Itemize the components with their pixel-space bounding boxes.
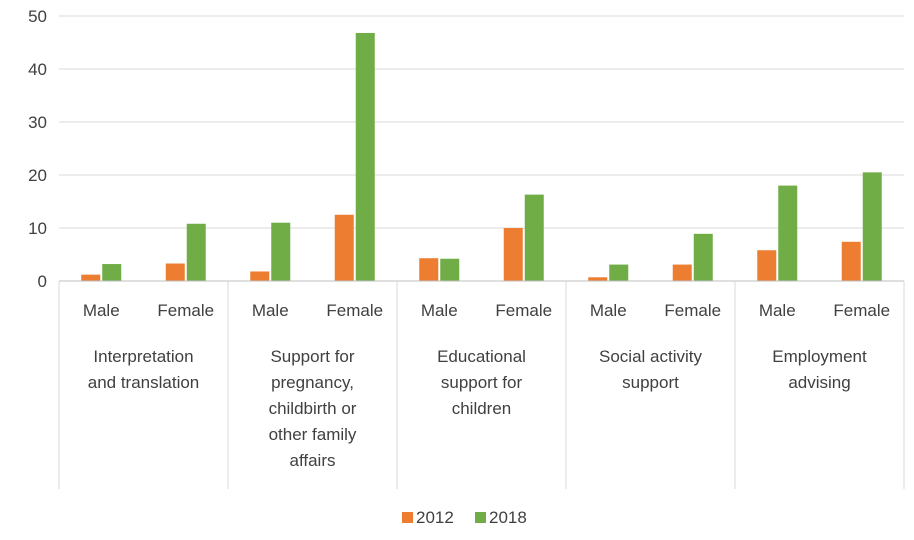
x-group-label: affairs — [290, 451, 336, 470]
bar-2012 — [334, 214, 354, 281]
bar-2012 — [503, 228, 523, 281]
x-group-label: other family — [269, 425, 357, 444]
bar-2018 — [271, 222, 291, 281]
y-axis: 0 10 20 30 40 50 — [28, 7, 47, 291]
bar-2012 — [672, 264, 692, 281]
bar-2018 — [102, 264, 122, 281]
gridlines — [59, 15, 904, 229]
x-group-label: childbirth or — [269, 399, 357, 418]
y-tick-label: 20 — [28, 166, 47, 185]
x-group-label: and translation — [88, 373, 200, 392]
legend-swatch-2012 — [402, 512, 413, 523]
legend-label: 2018 — [489, 508, 527, 527]
x-subcategory-label: Female — [495, 301, 552, 320]
bar-2012 — [419, 258, 439, 281]
bar-2012 — [841, 241, 861, 281]
y-tick-label: 40 — [28, 60, 47, 79]
x-subcategory-label: Male — [421, 301, 458, 320]
x-group-label: children — [452, 399, 512, 418]
bar-2012 — [250, 271, 270, 281]
bar-2012 — [757, 250, 777, 281]
y-tick-label: 30 — [28, 113, 47, 132]
x-subcategory-label: Male — [590, 301, 627, 320]
y-tick-label: 10 — [28, 219, 47, 238]
x-subcategory-label: Female — [664, 301, 721, 320]
bar-2018 — [440, 258, 460, 281]
x-group-label: Educational — [437, 347, 526, 366]
x-subcategory-label: Female — [326, 301, 383, 320]
x-subcategory-label: Male — [252, 301, 289, 320]
x-group-label: Employment — [772, 347, 867, 366]
bar-2018 — [693, 233, 713, 281]
bar-2018 — [355, 32, 375, 282]
x-axis: Male Female Male Female Male Female Male Female… — [58, 280, 905, 489]
x-subcategory-label: Female — [833, 301, 890, 320]
x-group-label: advising — [788, 373, 850, 392]
bar-2018 — [524, 194, 544, 281]
bar-2018 — [778, 185, 798, 281]
bar-2018 — [609, 264, 629, 281]
x-group-label: Social activity — [599, 347, 702, 366]
x-subcategory-label: Male — [83, 301, 120, 320]
x-group-label: support — [622, 373, 679, 392]
x-group-label: support for — [441, 373, 523, 392]
x-group-label: pregnancy, — [271, 373, 354, 392]
x-group-label: Interpretation — [93, 347, 193, 366]
y-tick-label: 0 — [38, 272, 47, 291]
legend-label: 2012 — [416, 508, 454, 527]
y-tick-label: 50 — [28, 7, 47, 26]
x-subcategory-label: Male — [759, 301, 796, 320]
x-group-label: Support for — [270, 347, 354, 366]
bars — [81, 32, 882, 282]
x-subcategory-label: Female — [157, 301, 214, 320]
legend-swatch-2018 — [475, 512, 486, 523]
bar-2012 — [588, 277, 608, 281]
bar-2012 — [165, 263, 185, 281]
bar-2018 — [186, 223, 206, 281]
bar-2018 — [862, 172, 882, 281]
bar-2012 — [81, 274, 101, 281]
legend: 2012 2018 — [402, 508, 527, 527]
